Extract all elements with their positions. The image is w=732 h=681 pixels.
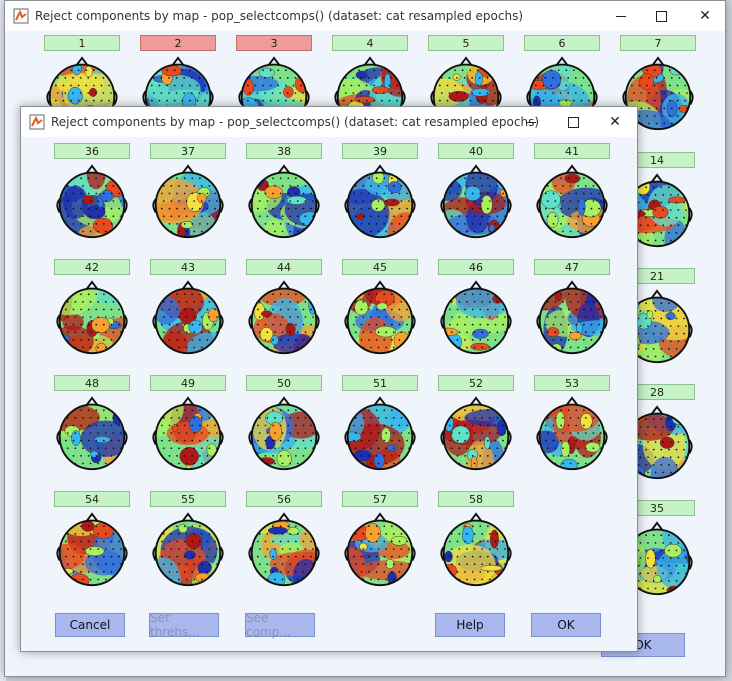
matlab-icon xyxy=(29,114,45,130)
component-41-scalp-map xyxy=(534,161,610,247)
component-43-scalp-map xyxy=(150,277,226,363)
component-42-button[interactable]: 42 xyxy=(54,259,130,275)
maximize-button[interactable] xyxy=(641,1,681,31)
component-56-scalp-map xyxy=(246,509,322,595)
component-3-button[interactable]: 3 xyxy=(236,35,312,51)
select-components-dialog: Reject components by map - pop_selectcom… xyxy=(20,106,638,652)
minimize-button[interactable] xyxy=(601,1,641,31)
close-button[interactable] xyxy=(685,1,725,31)
dialog-title: Reject components by map - pop_selectcom… xyxy=(51,115,539,129)
set-threshold-button[interactable]: Set threhs... xyxy=(149,611,219,639)
maximize-button[interactable] xyxy=(553,107,593,137)
component-38-button[interactable]: 38 xyxy=(246,143,322,159)
component-39-scalp-map xyxy=(342,161,418,247)
component-55-scalp-map xyxy=(150,509,226,595)
component-49-button[interactable]: 49 xyxy=(150,375,226,391)
component-57-scalp-map xyxy=(342,509,418,595)
component-49-scalp-map xyxy=(150,393,226,479)
component-51-button[interactable]: 51 xyxy=(342,375,418,391)
component-47-button[interactable]: 47 xyxy=(534,259,610,275)
component-51-scalp-map xyxy=(342,393,418,479)
component-45-scalp-map xyxy=(342,277,418,363)
window-title: Reject components by map - pop_selectcom… xyxy=(35,9,523,23)
see-component-button[interactable]: See comp... xyxy=(245,611,315,639)
component-58-scalp-map xyxy=(438,509,514,595)
component-54-button[interactable]: 54 xyxy=(54,491,130,507)
component-38-scalp-map xyxy=(246,161,322,247)
component-40-scalp-map xyxy=(438,161,514,247)
component-56-button[interactable]: 56 xyxy=(246,491,322,507)
component-52-scalp-map xyxy=(438,393,514,479)
component-54-scalp-map xyxy=(54,509,130,595)
component-46-button[interactable]: 46 xyxy=(438,259,514,275)
component-5-button[interactable]: 5 xyxy=(428,35,504,51)
component-36-scalp-map xyxy=(54,161,130,247)
component-44-button[interactable]: 44 xyxy=(246,259,322,275)
background-app-sliver xyxy=(0,0,6,681)
component-35-button[interactable]: 35 xyxy=(619,500,695,516)
component-40-button[interactable]: 40 xyxy=(438,143,514,159)
component-44-scalp-map xyxy=(246,277,322,363)
component-57-button[interactable]: 57 xyxy=(342,491,418,507)
component-53-scalp-map xyxy=(534,393,610,479)
component-41-button[interactable]: 41 xyxy=(534,143,610,159)
minimize-button[interactable] xyxy=(511,107,551,137)
component-48-button[interactable]: 48 xyxy=(54,375,130,391)
component-52-button[interactable]: 52 xyxy=(438,375,514,391)
component-37-button[interactable]: 37 xyxy=(150,143,226,159)
component-2-button[interactable]: 2 xyxy=(140,35,216,51)
component-46-scalp-map xyxy=(438,277,514,363)
component-50-scalp-map xyxy=(246,393,322,479)
component-7-button[interactable]: 7 xyxy=(620,35,696,51)
background-titlebar: Reject components by map - pop_selectcom… xyxy=(5,1,725,31)
component-58-button[interactable]: 58 xyxy=(438,491,514,507)
component-6-button[interactable]: 6 xyxy=(524,35,600,51)
ok-button[interactable]: OK xyxy=(531,613,601,637)
component-21-button[interactable]: 21 xyxy=(619,268,695,284)
component-50-button[interactable]: 50 xyxy=(246,375,322,391)
component-45-button[interactable]: 45 xyxy=(342,259,418,275)
component-39-button[interactable]: 39 xyxy=(342,143,418,159)
matlab-icon xyxy=(13,8,29,24)
close-button[interactable] xyxy=(595,107,635,137)
component-53-button[interactable]: 53 xyxy=(534,375,610,391)
component-47-scalp-map xyxy=(534,277,610,363)
component-55-button[interactable]: 55 xyxy=(150,491,226,507)
component-37-scalp-map xyxy=(150,161,226,247)
component-4-button[interactable]: 4 xyxy=(332,35,408,51)
component-36-button[interactable]: 36 xyxy=(54,143,130,159)
help-button[interactable]: Help xyxy=(435,613,505,637)
cancel-button[interactable]: Cancel xyxy=(55,613,125,637)
component-42-scalp-map xyxy=(54,277,130,363)
component-48-scalp-map xyxy=(54,393,130,479)
component-1-button[interactable]: 1 xyxy=(44,35,120,51)
component-43-button[interactable]: 43 xyxy=(150,259,226,275)
